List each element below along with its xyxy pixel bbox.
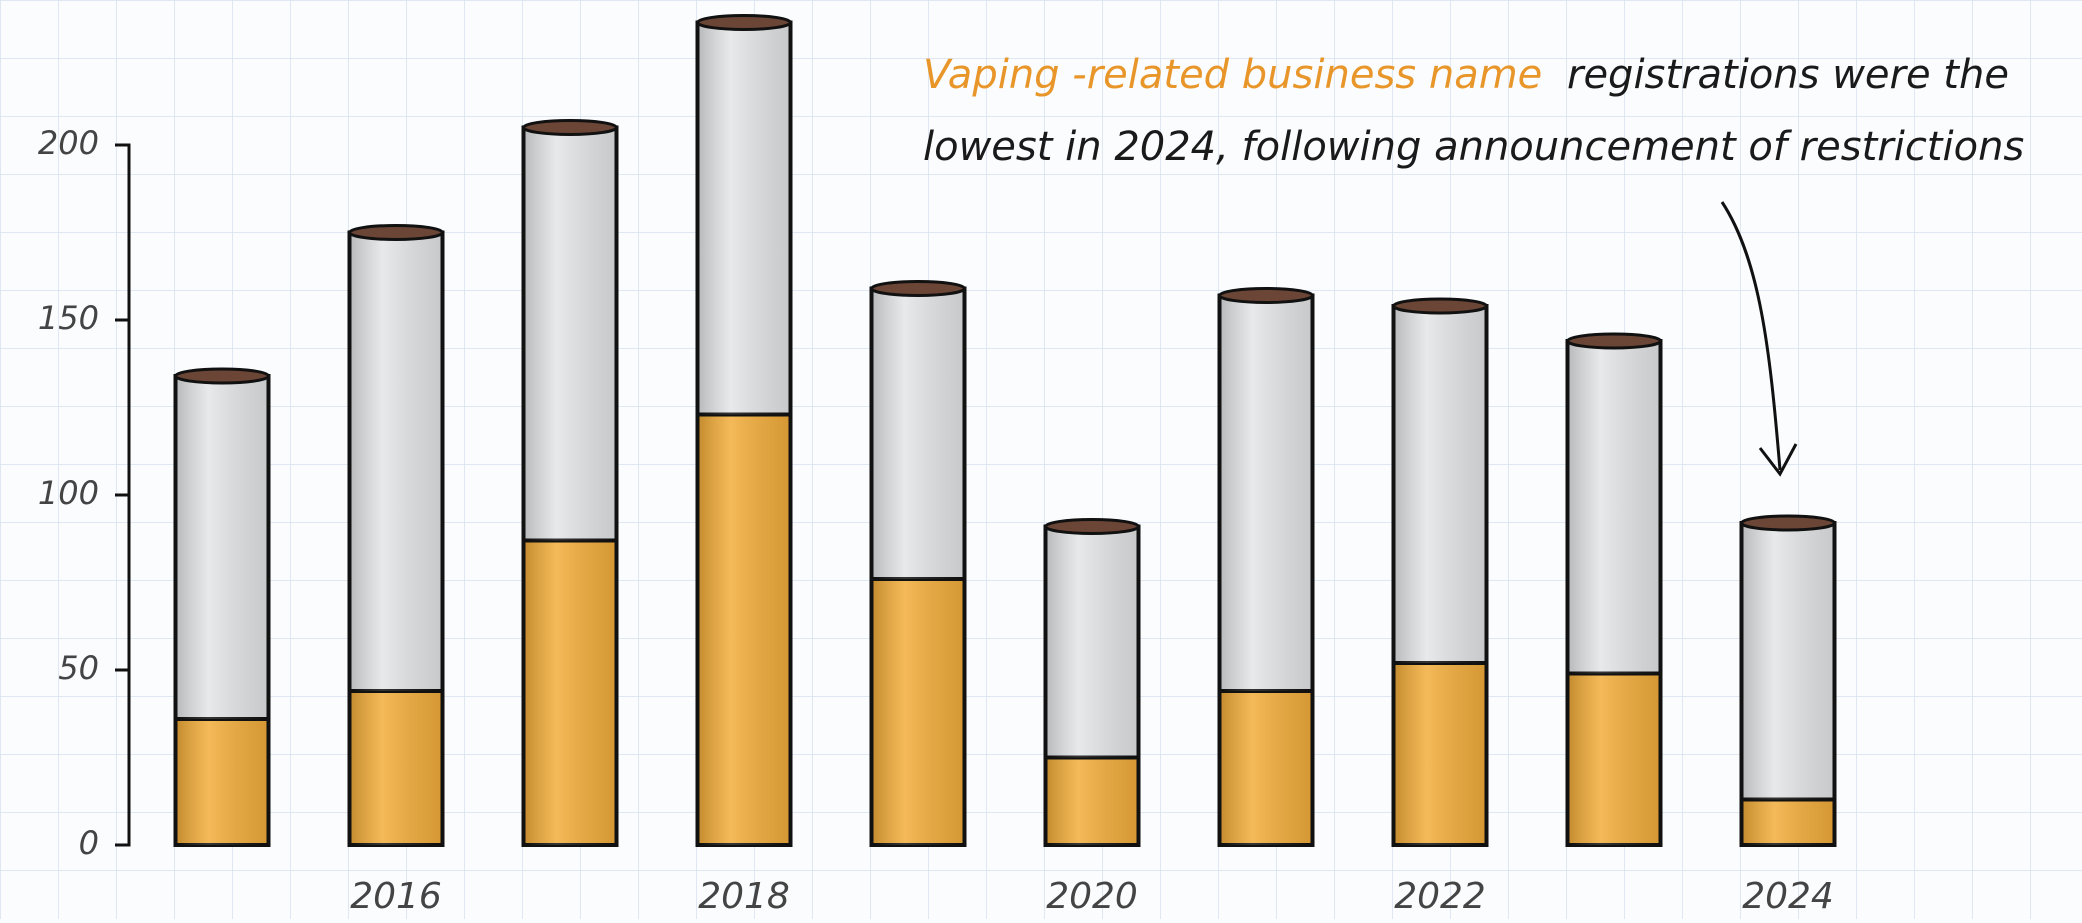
bar-shade xyxy=(1743,523,1833,800)
annotation-text: lowest in 2024, following announcement o… xyxy=(923,124,2024,170)
bar-shade xyxy=(1047,526,1137,758)
bar-shade xyxy=(1569,673,1659,845)
bar-cap xyxy=(174,367,270,385)
arrow-head xyxy=(1758,443,1798,477)
y-tick-label: 0 xyxy=(79,824,99,862)
y-tick-label: 150 xyxy=(38,299,99,337)
arrow xyxy=(1720,201,1782,471)
bar-shade xyxy=(177,719,267,845)
bar-cap xyxy=(1392,297,1488,315)
x-tick-label: 2016 xyxy=(350,876,442,917)
bar-shade xyxy=(351,232,441,691)
plot: 0 50 100 150 200 2016 2018 2020 2022 2024 xyxy=(38,14,1837,917)
x-tick-label: 2022 xyxy=(1394,876,1486,917)
bar-shade xyxy=(1569,341,1659,674)
bar-shade xyxy=(699,414,789,845)
bar-shade xyxy=(1221,295,1311,691)
annotation: Vaping -related business name registrati… xyxy=(923,52,2009,98)
bar-cap xyxy=(1044,518,1140,535)
bar-cap xyxy=(1740,514,1836,532)
bar-shade xyxy=(1395,663,1485,845)
y-tick-label: 100 xyxy=(38,474,99,512)
bar-shade xyxy=(1743,799,1833,845)
bar-cap xyxy=(870,280,966,297)
bar-cap xyxy=(522,119,618,136)
bar-shade xyxy=(873,288,963,579)
x-tick-label: 2020 xyxy=(1046,876,1138,917)
bar-shade xyxy=(177,376,267,719)
bar-shade xyxy=(1047,757,1137,845)
bar-shade xyxy=(351,691,441,845)
bar-shade xyxy=(1221,691,1311,845)
bar-shade xyxy=(525,540,615,845)
bar-shade xyxy=(1395,306,1485,663)
bar-cap xyxy=(696,14,792,31)
annotation-text: registrations were the xyxy=(1567,52,2009,98)
x-tick-label: 2024 xyxy=(1742,876,1834,917)
annotation-highlight: Vaping -related business name xyxy=(923,52,1542,98)
bar-cap xyxy=(1566,332,1662,350)
y-tick-label: 50 xyxy=(58,649,99,687)
bar-cap xyxy=(348,224,444,241)
x-tick-label: 2018 xyxy=(698,876,790,917)
bar-cap xyxy=(1218,287,1314,304)
bar-shade xyxy=(699,22,789,415)
bar-shade xyxy=(525,127,615,541)
y-tick-label: 200 xyxy=(38,124,99,162)
bar-shade xyxy=(873,579,963,845)
